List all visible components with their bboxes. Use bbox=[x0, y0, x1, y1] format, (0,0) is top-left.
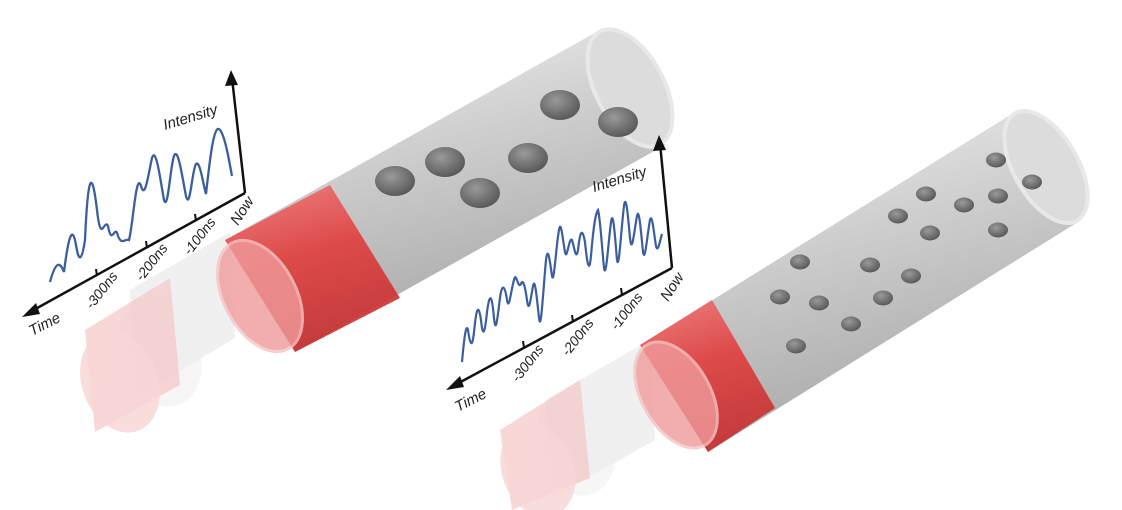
particle bbox=[841, 316, 861, 332]
particle bbox=[786, 338, 806, 354]
laser-band bbox=[225, 185, 400, 352]
intensity-axis bbox=[230, 77, 247, 194]
particle bbox=[540, 90, 580, 120]
particle bbox=[375, 166, 415, 196]
time-axis bbox=[29, 191, 246, 314]
time-axis-arrow-icon bbox=[22, 303, 40, 317]
tick-label: -300ns bbox=[82, 268, 121, 312]
intensity-axis bbox=[658, 142, 674, 269]
tube-far-end-cap bbox=[1002, 108, 1090, 226]
laser-ghost-end-cap bbox=[80, 331, 160, 433]
particle bbox=[873, 290, 893, 306]
particle bbox=[988, 222, 1008, 238]
laser-band bbox=[640, 300, 775, 452]
particle bbox=[988, 188, 1008, 204]
intensity-signal-line bbox=[460, 200, 664, 363]
laser-ghost-end-cap bbox=[500, 423, 576, 510]
particle-group-small bbox=[770, 152, 1042, 354]
particle-group-large bbox=[375, 90, 638, 208]
signal-plot-small-particles bbox=[446, 135, 674, 390]
tick-label: -100ns bbox=[607, 289, 646, 333]
time-axis-arrow-icon bbox=[446, 376, 464, 390]
particle bbox=[508, 143, 548, 173]
intensity-axis-arrow-icon bbox=[225, 70, 238, 86]
particle bbox=[901, 268, 921, 284]
intensity-axis-arrow-icon bbox=[653, 135, 666, 151]
particle bbox=[888, 208, 908, 224]
intensity-signal-line bbox=[48, 127, 234, 283]
laser-band-near-cap bbox=[633, 340, 719, 450]
laser-band-near-cap bbox=[216, 238, 304, 354]
particle bbox=[920, 225, 940, 241]
particle bbox=[986, 152, 1006, 168]
particle bbox=[916, 186, 936, 202]
tick-label: -300ns bbox=[508, 341, 547, 385]
tick-mark bbox=[571, 314, 574, 323]
particle bbox=[598, 107, 638, 137]
particle bbox=[1022, 174, 1042, 190]
particle bbox=[425, 147, 465, 177]
tick-mark bbox=[194, 213, 197, 222]
tick-label: -200ns bbox=[558, 315, 597, 359]
particle bbox=[860, 257, 880, 273]
particle bbox=[770, 289, 790, 305]
particle bbox=[954, 197, 974, 213]
tick-mark bbox=[522, 340, 525, 349]
tick-mark bbox=[95, 268, 98, 277]
tick-mark bbox=[620, 287, 623, 296]
tube-small-particles bbox=[500, 108, 1090, 510]
particle bbox=[460, 178, 500, 208]
tube-large-particles bbox=[80, 27, 675, 433]
time-axis bbox=[454, 266, 673, 387]
signal-plot-large-particles bbox=[22, 70, 247, 317]
intensity-axis-label: Intensity bbox=[161, 101, 221, 134]
particle bbox=[790, 254, 810, 270]
time-axis-label: Time bbox=[452, 385, 489, 415]
now-label: Now bbox=[227, 193, 258, 228]
particle bbox=[809, 295, 829, 311]
tick-mark bbox=[145, 240, 148, 249]
